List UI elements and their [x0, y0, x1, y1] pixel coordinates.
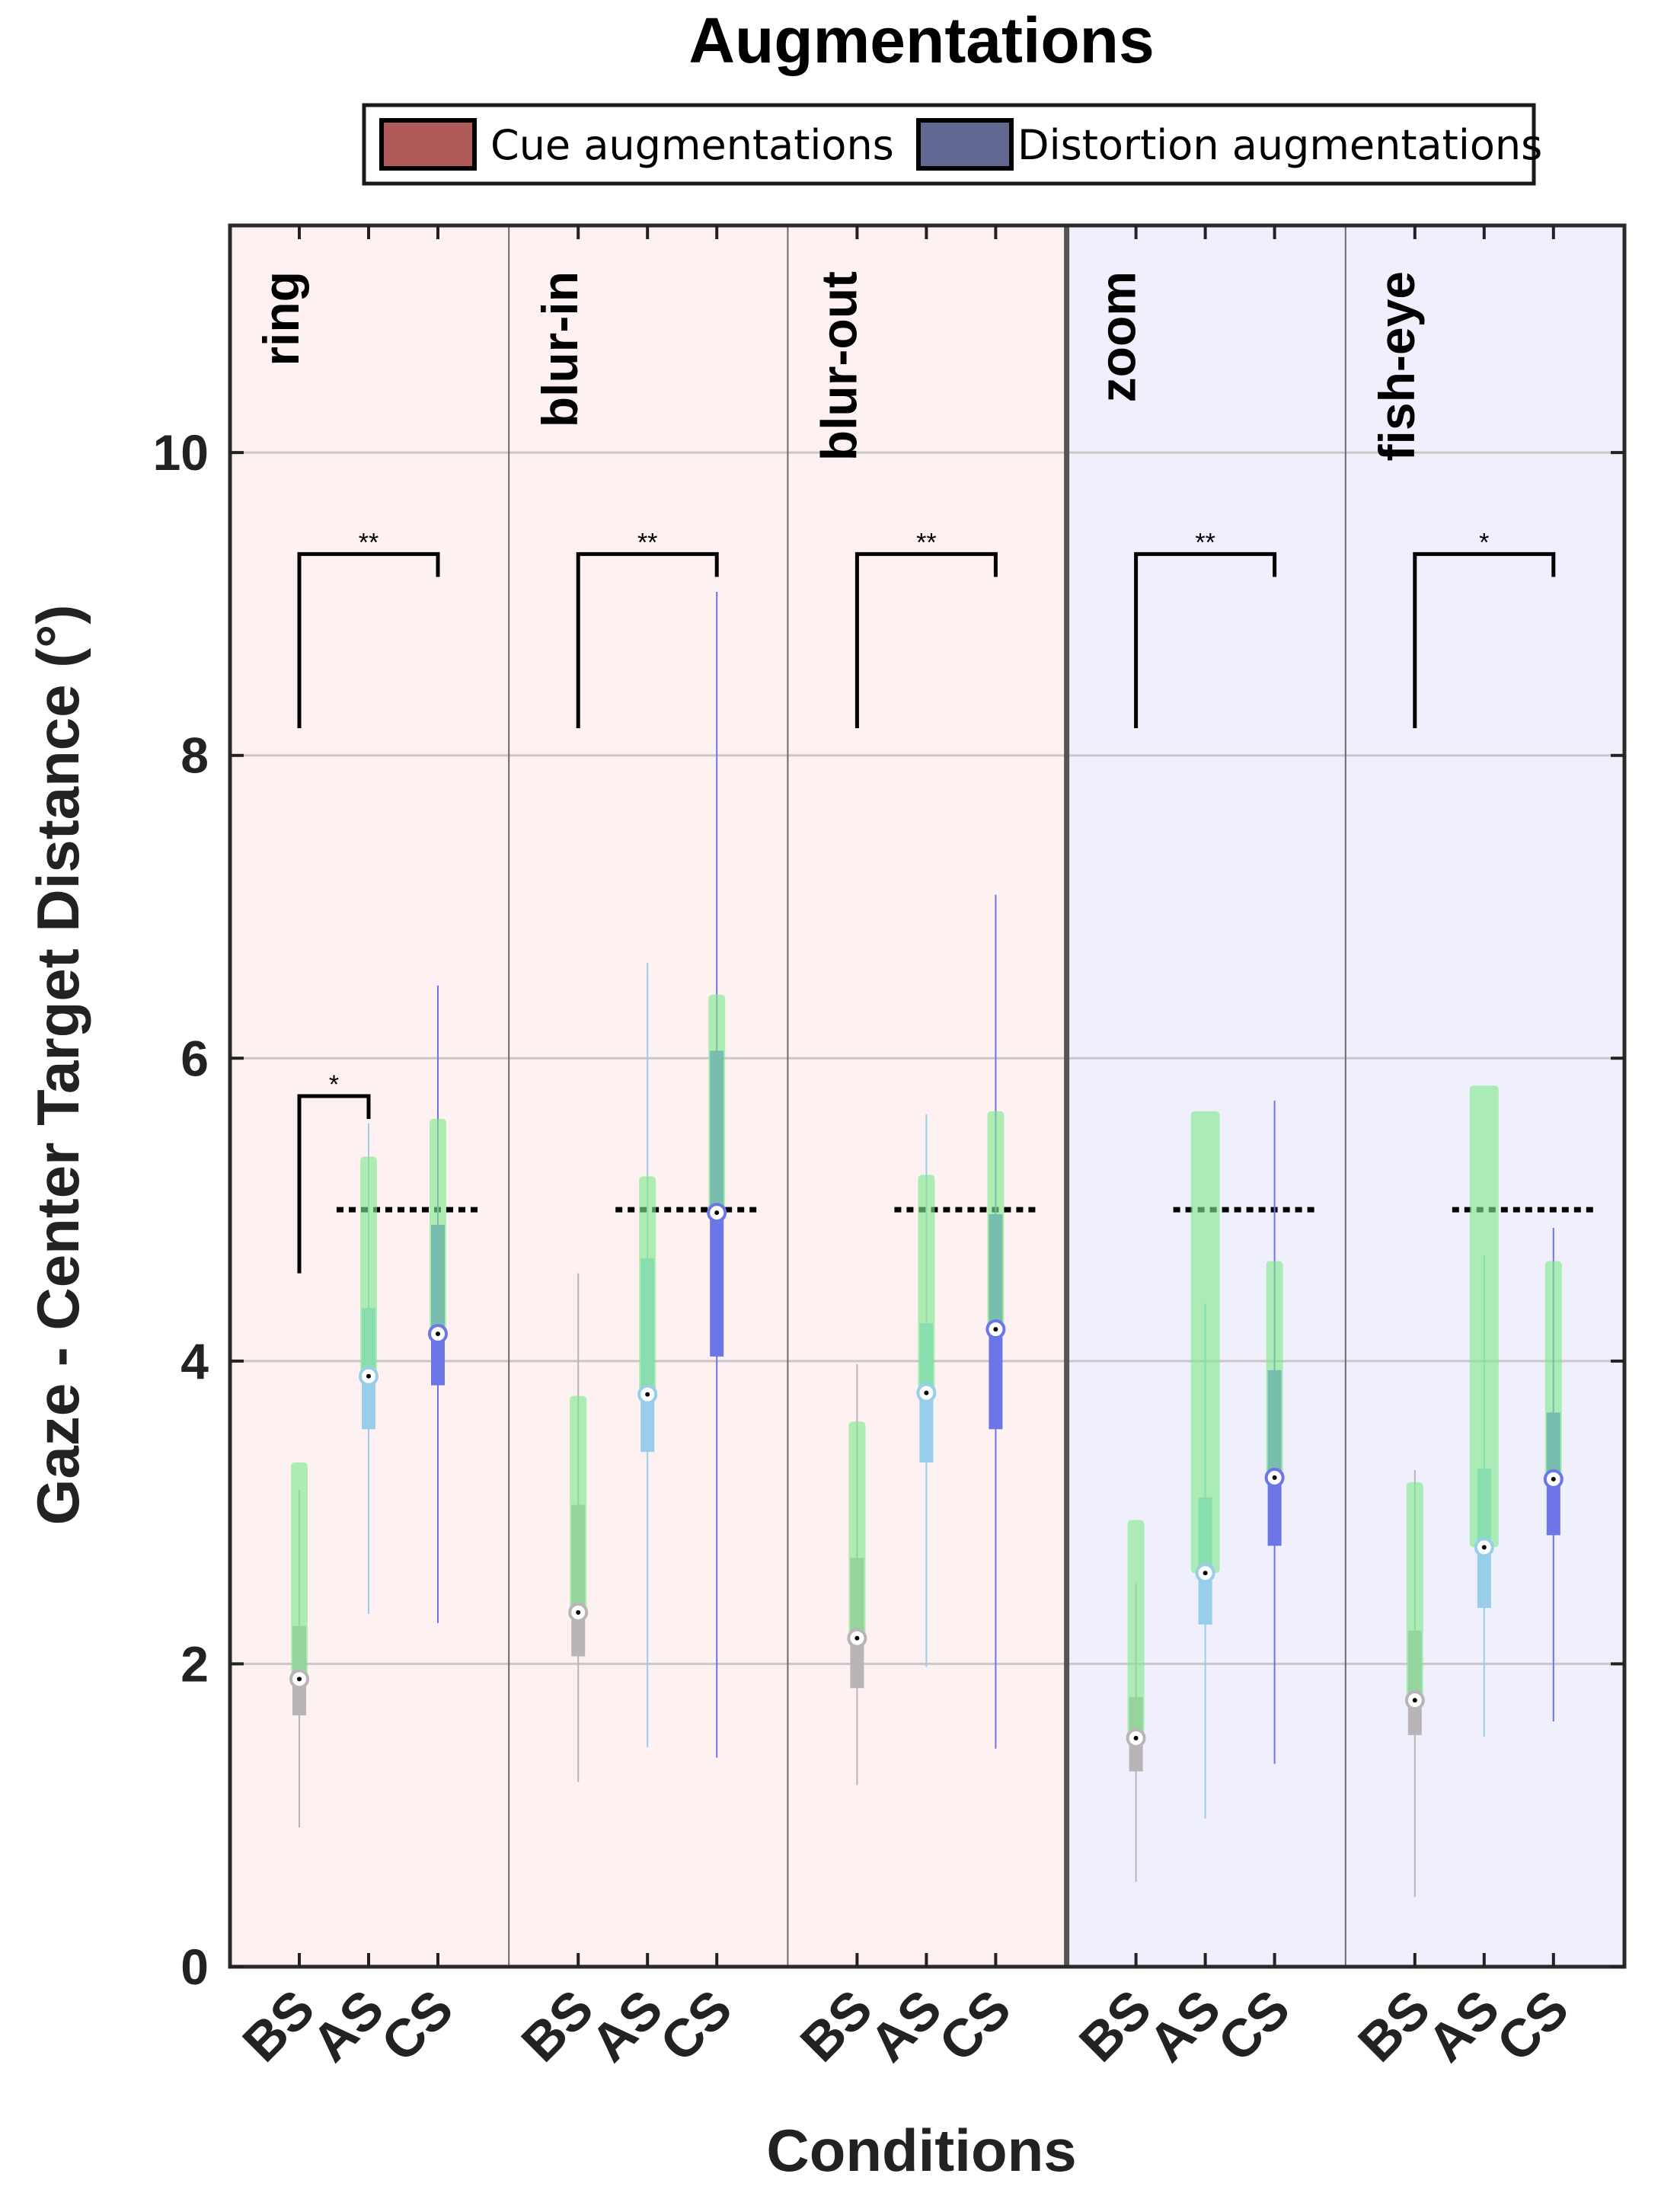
green-bar-blur-out-AS — [918, 1175, 934, 1392]
green-bar-ring-CS — [430, 1119, 446, 1334]
green-bar-zoom-CS — [1267, 1261, 1283, 1478]
augmentations-box-chart: ***** ** ** * ring blur-in blur-out zoom fish-e… — [0, 0, 1661, 2212]
panel-label-fish-eye: fish-eye — [1369, 271, 1425, 461]
panel-bg-zoom — [1067, 225, 1346, 1967]
median-dot-blur-out-CS — [993, 1327, 998, 1331]
y-tick-label-6: 6 — [180, 1030, 209, 1086]
y-tick-label-10: 10 — [153, 424, 209, 481]
median-dot-fish-eye-CS — [1551, 1477, 1556, 1482]
legend-label-distortion: Distortion augmentations — [1017, 121, 1542, 169]
x-tick-label-blur-out-CS: CS — [928, 1978, 1022, 2073]
x-tick-label-fish-eye-CS: CS — [1485, 1978, 1580, 2073]
x-tick-label-ring-CS: CS — [370, 1978, 465, 2073]
panel-bg-blur-out — [787, 225, 1066, 1967]
median-dot-fish-eye-BS — [1413, 1698, 1417, 1702]
panel-label-blur-in: blur-in — [532, 271, 588, 427]
green-bar-blur-in-BS — [570, 1396, 586, 1613]
median-dot-zoom-AS — [1203, 1571, 1208, 1575]
legend-label-cue: Cue augmentations — [490, 121, 894, 169]
green-bar-ring-BS — [291, 1462, 308, 1679]
y-axis-label: Gaze - Center Target Distance (°) — [24, 605, 91, 1526]
green-bar-blur-out-BS — [848, 1421, 865, 1638]
median-dot-blur-in-AS — [645, 1392, 650, 1397]
median-dot-zoom-BS — [1134, 1736, 1139, 1741]
sig-label-blur-in-0: ** — [637, 528, 657, 557]
median-dot-fish-eye-AS — [1482, 1545, 1487, 1549]
green-bar-blur-in-AS — [639, 1176, 656, 1394]
median-dot-blur-out-BS — [854, 1636, 859, 1641]
legend-swatch-distortion — [918, 120, 1011, 168]
green-bar-ring-AS — [360, 1157, 377, 1376]
y-tick-label-0: 0 — [180, 1939, 209, 1995]
green-bar-fish-eye-AS — [1470, 1085, 1499, 1547]
sig-label-zoom-0: ** — [1195, 528, 1215, 557]
panel-bg-blur-in — [509, 225, 787, 1967]
legend-swatch-cue — [382, 120, 474, 168]
sig-label-ring-0: ** — [359, 528, 379, 557]
sig-label-blur-out-0: ** — [916, 528, 936, 557]
x-tick-label-zoom-CS: CS — [1206, 1978, 1301, 2073]
x-axis-label: Conditions — [766, 2117, 1076, 2184]
green-bar-zoom-BS — [1128, 1520, 1145, 1738]
median-dot-ring-AS — [366, 1374, 371, 1379]
green-bar-blur-in-CS — [708, 995, 725, 1213]
chart-title: Augmentations — [688, 5, 1154, 76]
green-bar-zoom-AS — [1191, 1111, 1220, 1573]
panel-label-zoom: zoom — [1090, 271, 1146, 402]
y-tick-label-8: 8 — [180, 727, 209, 784]
median-dot-ring-CS — [436, 1331, 440, 1336]
median-dot-zoom-CS — [1273, 1475, 1277, 1480]
x-tick-label-blur-in-CS: CS — [649, 1978, 743, 2073]
green-bar-fish-eye-BS — [1407, 1482, 1423, 1700]
green-bar-fish-eye-CS — [1545, 1261, 1562, 1479]
y-tick-label-4: 4 — [180, 1333, 209, 1389]
legend: Cue augmentations Distortion augmentatio… — [364, 105, 1542, 184]
y-tick-label-2: 2 — [180, 1635, 209, 1692]
sig-label-ring-1: * — [329, 1070, 339, 1099]
panel-label-blur-out: blur-out — [810, 271, 867, 461]
panel-label-ring: ring — [253, 271, 309, 366]
median-dot-ring-BS — [297, 1677, 302, 1681]
median-dot-blur-in-CS — [714, 1210, 719, 1215]
median-dot-blur-in-BS — [576, 1610, 580, 1615]
sig-label-fish-eye-0: * — [1479, 528, 1489, 557]
green-bar-blur-out-CS — [987, 1111, 1004, 1329]
median-dot-blur-out-AS — [924, 1391, 928, 1395]
